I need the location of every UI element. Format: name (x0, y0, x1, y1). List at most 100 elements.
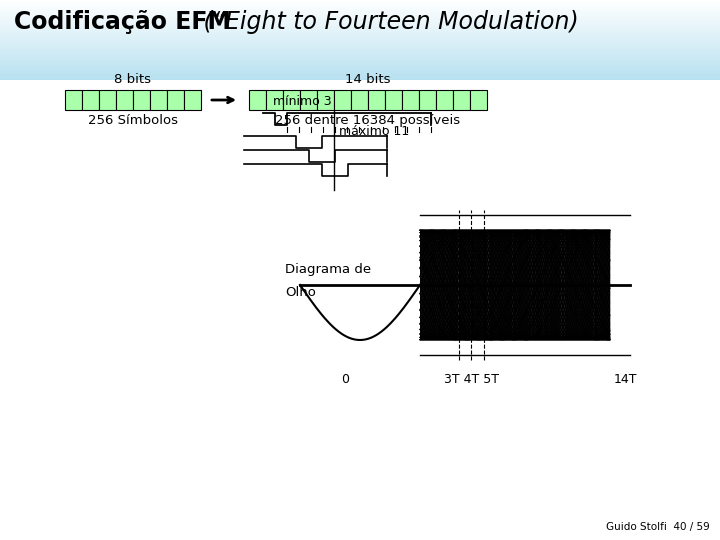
Bar (82, 90, 99, 110)
Bar (0, 61, 720, 62)
Bar (65, 90, 82, 110)
Bar (0, 18, 720, 19)
Bar (0, 17, 720, 18)
Bar (0, 59, 720, 60)
Bar (368, 90, 385, 110)
Bar (0, 21, 720, 22)
Bar (0, 14, 720, 15)
Bar (0, 68, 720, 69)
Bar (0, 40, 720, 41)
Bar (0, 70, 720, 71)
Bar (0, 41, 720, 42)
Bar (0, 5, 720, 6)
Text: 256 Símbolos: 256 Símbolos (88, 114, 178, 127)
Bar (0, 67, 720, 68)
Bar (0, 65, 720, 66)
Bar (0, 15, 720, 16)
Text: 256 dentre 16384 possíveis: 256 dentre 16384 possíveis (276, 114, 461, 127)
Bar (0, 1, 720, 2)
Bar (0, 57, 720, 58)
Bar (0, 60, 720, 61)
Bar (0, 56, 720, 57)
Bar (0, 2, 720, 3)
Text: Codificação EFM: Codificação EFM (14, 10, 231, 34)
Bar (0, 7, 720, 8)
Bar (0, 13, 720, 14)
Bar (0, 78, 720, 79)
Bar (0, 72, 720, 73)
Bar (0, 80, 720, 540)
Bar (0, 35, 720, 36)
Bar (0, 25, 720, 26)
Text: Diagrama de: Diagrama de (285, 264, 371, 276)
Bar (0, 28, 720, 29)
Text: 3T 4T 5T: 3T 4T 5T (444, 373, 499, 386)
Bar (0, 64, 720, 65)
Bar (0, 62, 720, 63)
Bar (0, 71, 720, 72)
Bar (0, 63, 720, 64)
Bar (0, 52, 720, 53)
Text: (“Eight to Fourteen Modulation): (“Eight to Fourteen Modulation) (196, 10, 579, 34)
Bar (0, 75, 720, 76)
Bar (0, 12, 720, 13)
Bar (0, 66, 720, 67)
Bar (0, 11, 720, 12)
Text: 8 bits: 8 bits (114, 73, 151, 86)
Bar (0, 51, 720, 52)
Bar (0, 76, 720, 77)
Bar (385, 90, 402, 110)
Bar (402, 90, 419, 110)
Bar (0, 33, 720, 34)
Bar (0, 39, 720, 40)
Bar (0, 0, 720, 1)
Bar (0, 38, 720, 39)
Bar (0, 44, 720, 45)
Bar (0, 47, 720, 48)
Bar (283, 90, 300, 110)
Bar (0, 42, 720, 43)
Bar (0, 77, 720, 78)
Text: máximo 11: máximo 11 (339, 125, 409, 138)
Bar (0, 23, 720, 24)
Bar (0, 3, 720, 4)
Text: Guido Stolfi  40 / 59: Guido Stolfi 40 / 59 (606, 522, 710, 532)
Bar (0, 69, 720, 70)
Bar (133, 90, 150, 110)
Bar (436, 90, 453, 110)
Bar (0, 48, 720, 49)
Bar (99, 90, 116, 110)
Bar (0, 29, 720, 30)
Bar (419, 90, 436, 110)
Bar (150, 90, 167, 110)
Bar (0, 34, 720, 35)
Bar (0, 45, 720, 46)
Bar (0, 16, 720, 17)
Bar (0, 27, 720, 28)
Bar (184, 90, 201, 110)
Bar (470, 90, 487, 110)
Bar (0, 54, 720, 55)
Bar (300, 90, 317, 110)
Bar (0, 19, 720, 20)
Bar (0, 74, 720, 75)
Bar (167, 90, 184, 110)
Bar (0, 37, 720, 38)
Bar (351, 90, 368, 110)
Bar (0, 20, 720, 21)
Text: 14 bits: 14 bits (346, 73, 391, 86)
Bar (0, 22, 720, 23)
Bar (0, 55, 720, 56)
Bar (453, 90, 470, 110)
Text: Olho: Olho (285, 287, 316, 300)
Bar (0, 79, 720, 80)
Text: 0: 0 (341, 373, 349, 386)
Bar (0, 58, 720, 59)
Bar (249, 90, 266, 110)
Bar (0, 43, 720, 44)
Bar (0, 36, 720, 37)
Bar (0, 10, 720, 11)
Bar (334, 90, 351, 110)
Bar (0, 6, 720, 7)
Text: mínimo 3: mínimo 3 (273, 95, 332, 108)
